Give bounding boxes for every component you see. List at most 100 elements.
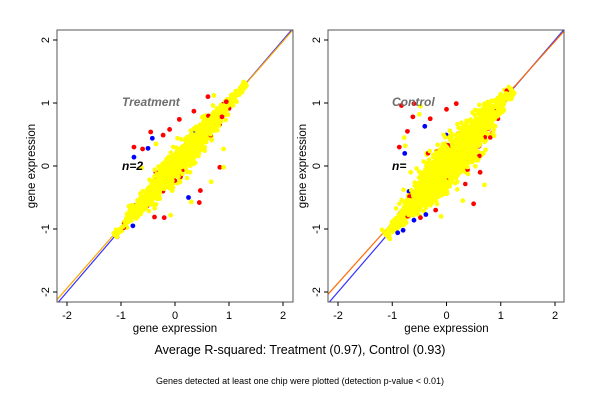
- outlier-point: [402, 143, 408, 149]
- outlier-point: [422, 123, 428, 129]
- data-point: [421, 169, 427, 175]
- data-point: [449, 141, 455, 146]
- data-point: [464, 121, 469, 126]
- data-point: [417, 185, 422, 191]
- outlier-point: [405, 128, 410, 134]
- data-point: [436, 161, 442, 166]
- data-point: [473, 133, 478, 139]
- data-point: [162, 166, 167, 171]
- data-point: [164, 160, 169, 165]
- outlier-point: [221, 146, 227, 152]
- data-point: [450, 173, 456, 178]
- data-point: [163, 184, 168, 190]
- data-point: [426, 200, 432, 206]
- data-point: [193, 132, 199, 137]
- outlier-point: [423, 212, 429, 217]
- data-point: [434, 201, 440, 207]
- data-point: [477, 102, 482, 108]
- outlier-point: [418, 103, 423, 109]
- data-point: [191, 141, 196, 146]
- data-point: [449, 133, 455, 139]
- data-point: [179, 150, 184, 156]
- data-point: [421, 182, 427, 188]
- outlier-point: [411, 217, 417, 223]
- data-point: [483, 126, 489, 131]
- data-point: [466, 129, 471, 134]
- outlier-point: [161, 215, 167, 221]
- data-point: [112, 232, 118, 237]
- outlier-point: [217, 164, 223, 170]
- data-point: [485, 99, 491, 105]
- x-tick-label: 1: [498, 310, 504, 322]
- data-point: [446, 173, 452, 179]
- data-point: [455, 121, 460, 127]
- data-point: [215, 128, 220, 133]
- data-point: [447, 155, 452, 161]
- data-point: [170, 159, 176, 165]
- data-point: [126, 214, 131, 220]
- data-point: [502, 96, 507, 102]
- data-point: [480, 107, 486, 112]
- data-point: [144, 189, 150, 194]
- data-point: [206, 126, 212, 132]
- data-point: [401, 187, 406, 193]
- data-point: [139, 198, 144, 203]
- data-point: [431, 179, 436, 185]
- data-point: [199, 114, 205, 120]
- data-point: [442, 170, 447, 175]
- data-point: [440, 176, 446, 182]
- data-point: [412, 195, 417, 200]
- data-point: [468, 146, 474, 152]
- data-point: [168, 150, 174, 155]
- data-point: [391, 221, 396, 226]
- outlier-point: [410, 114, 416, 120]
- data-point: [467, 159, 473, 164]
- data-point: [208, 121, 213, 127]
- data-point: [494, 104, 499, 110]
- outlier-point: [460, 198, 466, 204]
- data-point: [123, 222, 128, 227]
- data-point: [211, 116, 217, 121]
- outlier-point: [401, 135, 407, 141]
- outlier-point: [176, 116, 182, 122]
- data-point: [465, 171, 471, 177]
- data-point: [486, 104, 492, 110]
- data-point: [488, 135, 493, 140]
- data-point: [435, 142, 440, 148]
- data-point: [455, 172, 461, 177]
- data-point: [140, 206, 146, 212]
- outlier-point: [453, 101, 459, 107]
- outlier-point: [186, 195, 191, 200]
- outlier-point: [395, 230, 401, 236]
- data-point: [161, 179, 167, 184]
- data-point: [397, 201, 402, 207]
- outlier-point: [477, 169, 483, 175]
- data-point: [479, 131, 484, 136]
- point-cloud: [111, 79, 249, 240]
- y-tick-label: -2: [40, 287, 52, 297]
- data-point: [466, 136, 471, 142]
- data-point: [230, 103, 236, 108]
- outlier-point: [444, 106, 449, 112]
- point-cloud: [379, 84, 517, 242]
- data-point: [437, 191, 442, 196]
- outlier-point: [219, 114, 225, 120]
- data-point: [509, 88, 515, 93]
- data-point: [478, 114, 484, 120]
- data-point: [157, 195, 162, 200]
- data-point: [210, 103, 216, 108]
- x-tick-label: -1: [387, 310, 397, 322]
- data-point: [214, 113, 220, 119]
- data-point: [176, 162, 181, 168]
- data-point: [395, 219, 400, 224]
- data-point: [471, 158, 477, 163]
- outlier-point: [139, 165, 144, 171]
- data-point: [156, 164, 161, 169]
- x-tick-label: 1: [226, 310, 232, 322]
- data-point: [184, 169, 190, 175]
- data-point: [231, 94, 236, 100]
- data-point: [418, 189, 423, 194]
- data-point: [436, 175, 442, 181]
- data-point: [441, 164, 447, 170]
